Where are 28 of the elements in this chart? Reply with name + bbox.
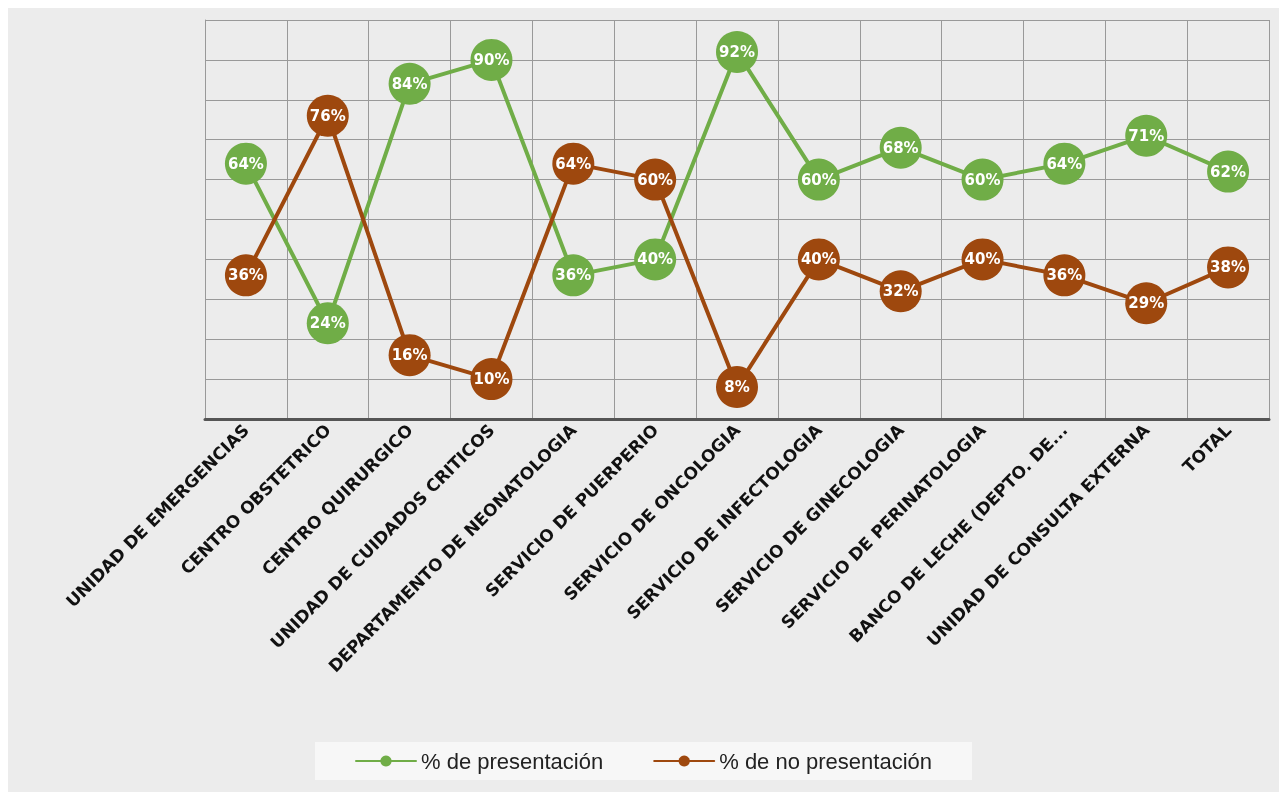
data-label: 76%	[309, 106, 346, 125]
data-label: 60%	[800, 170, 837, 189]
data-label: 62%	[1210, 162, 1247, 181]
data-label: 92%	[719, 42, 755, 61]
data-label: 36%	[1046, 266, 1083, 285]
data-label: 40%	[964, 250, 1001, 269]
data-label: 40%	[637, 250, 674, 269]
data-label: 71%	[1128, 126, 1165, 145]
data-label: 60%	[637, 170, 674, 189]
data-label: 16%	[391, 346, 428, 365]
data-label: 36%	[227, 266, 264, 285]
data-label: 8%	[724, 378, 750, 397]
data-label: 29%	[1128, 294, 1165, 313]
data-label: 38%	[1210, 258, 1247, 277]
data-label: 60%	[964, 170, 1001, 189]
data-label: 84%	[391, 74, 428, 93]
data-label: 32%	[882, 282, 919, 301]
data-label: 64%	[1046, 154, 1083, 173]
data-label: 24%	[309, 314, 346, 333]
legend-label: % de presentación	[420, 748, 604, 774]
data-label: 36%	[555, 266, 592, 285]
data-label: 64%	[227, 154, 264, 173]
data-label: 64%	[555, 154, 592, 173]
data-label: 10%	[473, 370, 510, 389]
data-label: 40%	[800, 250, 837, 269]
data-label: 68%	[882, 138, 919, 157]
data-label: 90%	[473, 50, 510, 69]
legend-label: % de no presentación	[719, 748, 933, 774]
